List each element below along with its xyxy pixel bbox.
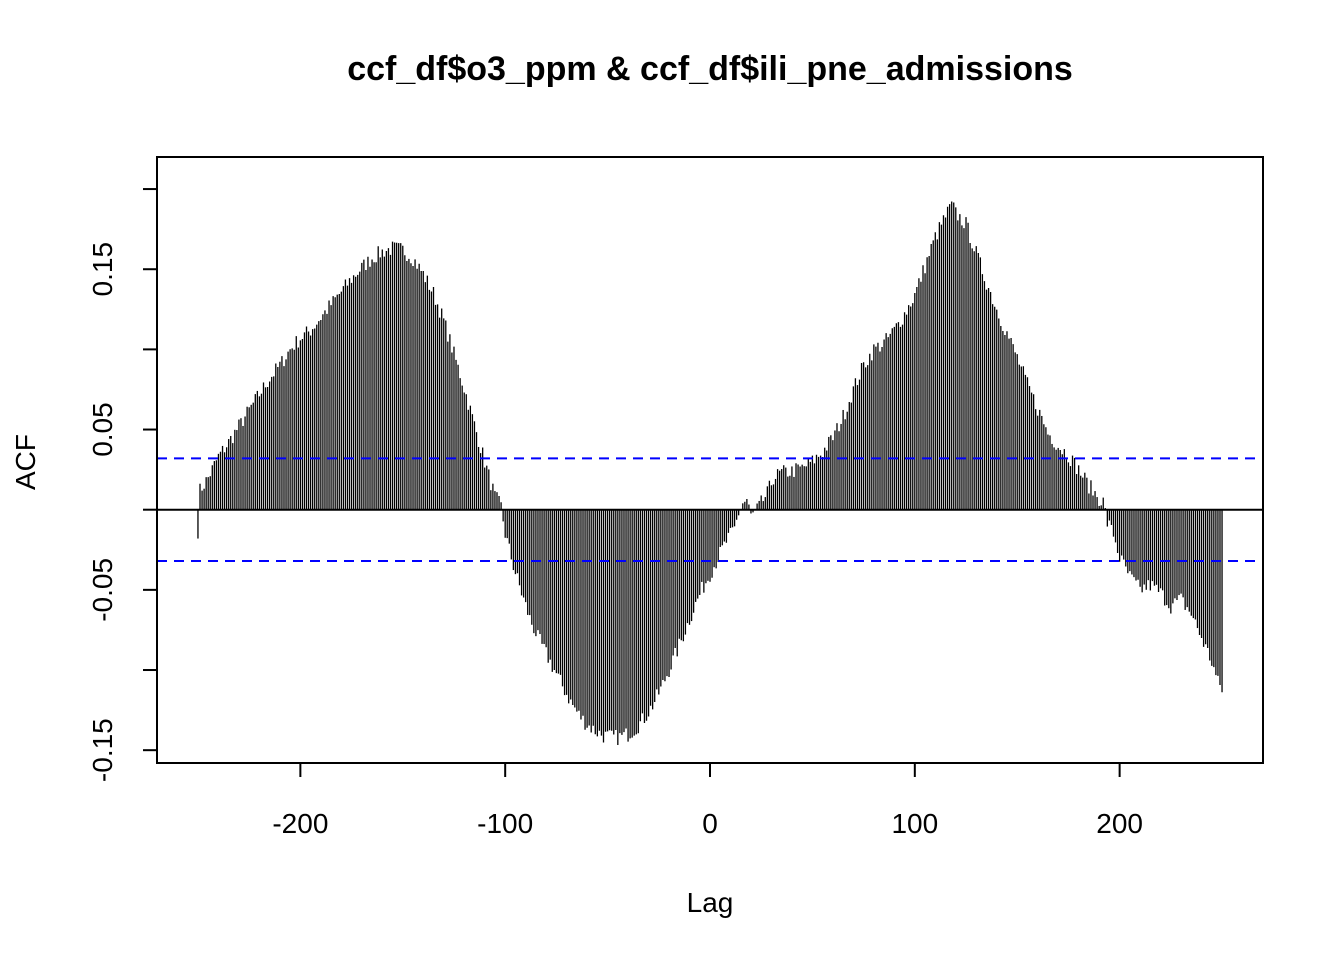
y-tick-label: 0.05: [87, 402, 118, 457]
x-axis-title: Lag: [687, 887, 734, 918]
y-tick-label: -0.05: [87, 558, 118, 622]
confidence-bands: [157, 457, 1263, 562]
x-tick-label: 0: [702, 808, 718, 839]
x-tick-label: 100: [891, 808, 938, 839]
y-tick-label: -0.15: [87, 718, 118, 782]
y-axis: -0.15 -0.05 0.05 0.15: [87, 188, 158, 782]
x-tick-label: -100: [477, 808, 533, 839]
x-tick-label: 200: [1096, 808, 1143, 839]
x-axis: -200 -100 0 100 200: [272, 762, 1143, 839]
y-tick-label: 0.15: [87, 242, 118, 297]
x-tick-label: -200: [272, 808, 328, 839]
bars-group: [197, 201, 1223, 745]
y-axis-title: ACF: [10, 434, 41, 490]
chart-title: ccf_df$o3_ppm & ccf_df$ili_pne_admission…: [347, 50, 1073, 88]
